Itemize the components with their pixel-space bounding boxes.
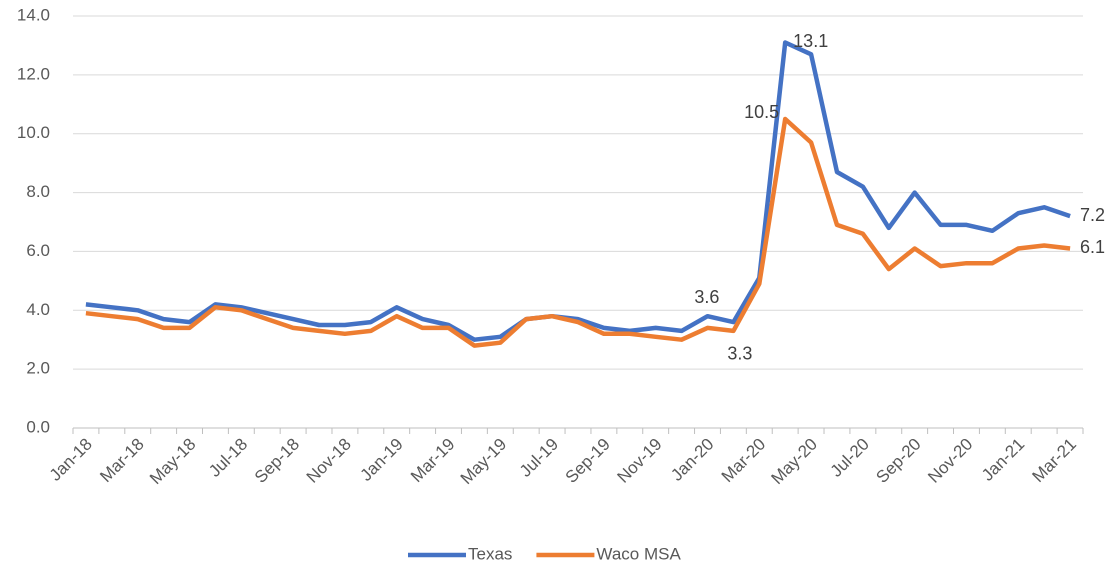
x-tick-label: Mar-19 <box>407 435 459 487</box>
series-line <box>85 40 1071 342</box>
x-tick-label: Jul-18 <box>205 435 251 481</box>
x-tick-label: Mar-20 <box>718 435 770 487</box>
data-label: 3.3 <box>727 344 752 364</box>
data-label: 3.6 <box>694 287 719 307</box>
x-tick-label: Jan-21 <box>978 435 1028 485</box>
x-tick-label: Nov-19 <box>613 435 665 487</box>
data-label: 7.2 <box>1080 205 1105 225</box>
x-tick-label: Jul-20 <box>827 435 873 481</box>
series-line <box>85 116 1071 348</box>
y-tick-label: 0.0 <box>26 417 50 436</box>
x-tick-label: Mar-21 <box>1029 435 1081 487</box>
data-label: 6.1 <box>1080 237 1105 257</box>
x-tick-label: May-20 <box>768 435 822 489</box>
x-tick-label: Jan-20 <box>667 435 717 485</box>
y-tick-label: 4.0 <box>26 300 50 319</box>
x-tick-label: May-18 <box>146 435 200 489</box>
y-tick-label: 12.0 <box>17 64 50 83</box>
data-label: 13.1 <box>793 31 828 51</box>
x-tick-label: Sep-18 <box>251 435 303 487</box>
x-tick-label: Sep-19 <box>562 435 614 487</box>
legend-label: Texas <box>468 544 512 563</box>
data-label: 10.5 <box>744 102 779 122</box>
legend-label: Waco MSA <box>596 544 681 563</box>
y-tick-label: 10.0 <box>17 123 50 142</box>
y-tick-label: 14.0 <box>17 5 50 24</box>
x-tick-label: Nov-18 <box>303 435 355 487</box>
x-tick-label: Jan-19 <box>357 435 407 485</box>
x-tick-label: Nov-20 <box>924 435 976 487</box>
x-tick-label: Sep-20 <box>872 435 924 487</box>
x-tick-label: May-19 <box>457 435 511 489</box>
x-tick-label: Mar-18 <box>96 435 148 487</box>
y-tick-label: 8.0 <box>26 182 50 201</box>
x-tick-label: Jul-19 <box>516 435 562 481</box>
y-tick-label: 2.0 <box>26 359 50 378</box>
x-tick-label: Jan-18 <box>46 435 96 485</box>
y-tick-label: 6.0 <box>26 241 50 260</box>
